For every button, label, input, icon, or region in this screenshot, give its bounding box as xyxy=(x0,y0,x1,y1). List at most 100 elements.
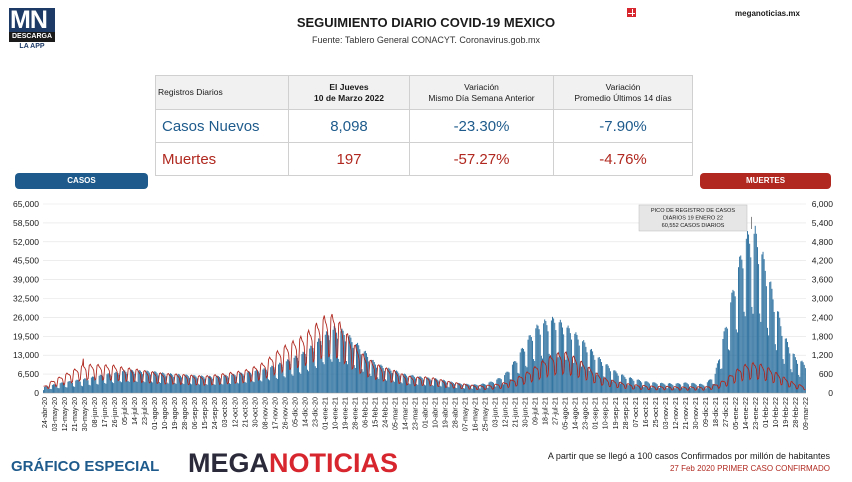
casos-bar xyxy=(347,364,349,393)
casos-bar xyxy=(666,388,668,393)
casos-bar xyxy=(161,373,163,393)
casos-bar xyxy=(106,374,108,393)
casos-bar xyxy=(514,361,516,393)
casos-bar xyxy=(194,375,196,393)
casos-bar xyxy=(667,383,669,393)
casos-bar xyxy=(449,381,451,393)
x-tick-label: 28-sep-21 xyxy=(621,397,630,429)
casos-bar xyxy=(574,333,576,393)
casos-bar xyxy=(596,374,598,393)
casos-bar xyxy=(641,382,643,393)
x-tick-label: 06-feb-21 xyxy=(360,397,369,428)
x-tick-label: 27-jul-21 xyxy=(551,397,560,425)
casos-bar xyxy=(519,352,521,393)
x-tick-label: 10-ago-20 xyxy=(160,397,169,430)
casos-bar xyxy=(123,369,125,393)
casos-bar xyxy=(202,375,204,393)
casos-bar xyxy=(224,374,226,393)
casos-bar xyxy=(417,384,419,393)
casos-bar xyxy=(426,377,428,393)
casos-bar xyxy=(570,339,572,393)
casos-bar xyxy=(117,373,119,393)
casos-bar xyxy=(731,292,733,393)
casos-bar xyxy=(764,270,766,393)
casos-bar xyxy=(442,379,444,393)
casos-bar xyxy=(78,380,80,393)
casos-bar xyxy=(270,367,272,393)
casos-bar xyxy=(57,387,59,393)
left-tick-label: 45,500 xyxy=(13,256,39,266)
casos-bar xyxy=(76,379,78,393)
casos-bar xyxy=(447,386,449,393)
casos-bar xyxy=(478,388,480,393)
casos-bar xyxy=(636,379,638,393)
casos-bar xyxy=(743,311,745,393)
muertes-line xyxy=(43,313,806,391)
right-tick-label: 4,200 xyxy=(812,256,834,266)
casos-bar xyxy=(134,373,136,393)
casos-bar xyxy=(558,322,560,393)
casos-bar xyxy=(705,388,707,393)
casos-bar xyxy=(530,337,532,393)
casos-bar xyxy=(104,382,106,393)
casos-bar xyxy=(700,383,702,393)
casos-bar xyxy=(222,384,224,393)
casos-bar xyxy=(317,341,318,393)
casos-bar xyxy=(521,347,523,393)
casos-bar xyxy=(589,349,591,393)
left-tick-label: 26,000 xyxy=(13,312,39,322)
casos-bar xyxy=(557,357,559,393)
casos-bar xyxy=(728,349,729,393)
casos-bar xyxy=(800,361,802,393)
x-tick-label: 05-dic-20 xyxy=(290,397,299,427)
casos-bar xyxy=(751,306,753,393)
casos-bar xyxy=(241,372,243,393)
casos-bar xyxy=(699,383,701,393)
casos-bar xyxy=(702,384,704,393)
casos-bar xyxy=(584,342,586,393)
casos-bar xyxy=(227,377,229,393)
logo-app-label: LA APP xyxy=(19,43,45,50)
x-tick-label: 24-sep-20 xyxy=(210,397,219,429)
casos-bar xyxy=(126,373,128,393)
casos-bar xyxy=(587,367,589,393)
casos-bar xyxy=(99,374,101,393)
x-tick-label: 21-oct-20 xyxy=(240,397,249,427)
casos-bar xyxy=(81,386,83,393)
casos-bar xyxy=(102,375,103,393)
casos-bar xyxy=(380,364,382,393)
casos-bar xyxy=(531,340,533,393)
casos-value: 8,098 xyxy=(288,109,410,143)
x-tick-label: 19-feb-22 xyxy=(781,397,790,428)
casos-bar xyxy=(780,326,782,393)
casos-bar xyxy=(769,282,771,393)
casos-bar xyxy=(113,383,115,393)
site-link[interactable]: meganoticias.mx xyxy=(735,9,800,18)
casos-bar xyxy=(55,384,57,393)
casos-bar xyxy=(377,377,379,393)
casos-bar xyxy=(239,373,240,393)
casos-bar xyxy=(441,380,443,393)
casos-bar xyxy=(298,360,300,393)
casos-bar xyxy=(614,370,616,393)
casos-bar xyxy=(803,364,805,393)
casos-bar xyxy=(749,243,751,393)
casos-bar xyxy=(132,370,134,393)
casos-bar xyxy=(48,386,50,393)
casos-bar xyxy=(543,323,545,393)
casos-bar xyxy=(410,375,412,393)
casos-bar xyxy=(192,375,194,393)
casos-bar xyxy=(419,376,421,393)
casos-bar xyxy=(281,364,283,393)
casos-bar xyxy=(92,376,93,393)
casos-bar xyxy=(503,384,504,393)
casos-bar xyxy=(425,385,427,393)
casos-bar xyxy=(433,378,435,393)
casos-bar xyxy=(435,378,437,393)
casos-bar xyxy=(321,345,323,393)
casos-bar xyxy=(709,379,711,393)
left-tick-label: 32,500 xyxy=(13,294,39,304)
casos-bar xyxy=(604,378,606,393)
casos-bar xyxy=(388,367,390,393)
casos-bar xyxy=(56,385,58,393)
